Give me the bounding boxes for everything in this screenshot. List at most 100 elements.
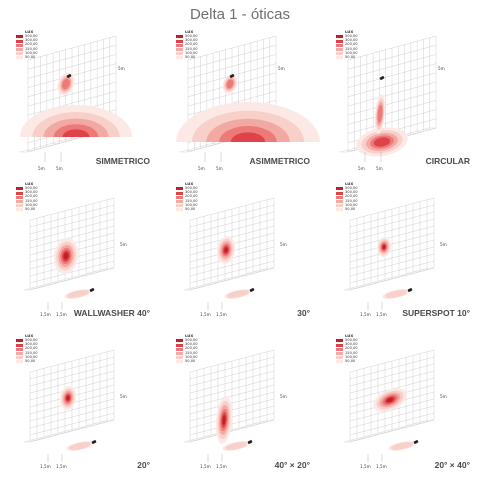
legend-value: 300,00 [345,190,358,195]
legend-entry: 150,00 [16,351,38,355]
legend-entry: 50,00 [176,55,198,60]
optic-label: CIRCULAR [425,156,470,166]
dimension-label: 5m [440,242,447,247]
legend-swatch [336,39,343,43]
dimension-label: 5m [280,242,287,247]
dimension-label: 5m [56,166,63,171]
legend-swatch [16,347,23,351]
legend-entry: 150,00 [176,47,198,51]
fixture-icon [247,440,253,444]
fixture-icon [407,288,413,292]
legend-swatch [16,47,23,51]
legend-value: 500,00 [185,34,198,39]
optic-panel: LUX 500,00 300,00 200,00 150,00 100,00 50,00 5m… [0,176,160,326]
dimension-label: 1,5m [56,312,67,317]
legend-swatch [336,360,343,364]
dimension-label: 1,5m [216,464,227,469]
legend-swatch [176,187,183,191]
optic-diagram [23,197,115,310]
dimension-label: 5m [118,66,125,71]
legend-entry: 200,00 [16,347,38,351]
legend-entry: 100,00 [176,355,198,360]
legend-entry: 500,00 [16,34,38,39]
legend-value: 50,00 [25,207,36,212]
legend-swatch [336,356,343,360]
legend-value: 50,00 [345,359,356,364]
optic-diagram [183,349,275,462]
dimension-label: 5m [216,166,223,171]
legend-value: 100,00 [25,202,38,207]
legend-entry: 100,00 [336,355,358,360]
fixture-icon [249,288,255,292]
optic-diagram [339,35,437,162]
legend-value: 100,00 [345,202,358,207]
optic-diagram [23,349,115,462]
legend-swatch [16,191,23,195]
legend-value: 300,00 [25,38,38,43]
lux-legend: LUX 500,00 300,00 200,00 150,00 100,00 50,00 [336,334,358,364]
legend-swatch [16,339,23,343]
legend-entry: 500,00 [176,34,198,39]
legend-swatch [336,199,343,203]
legend-swatch [176,199,183,203]
optic-diagram [343,349,435,462]
legend-value: 300,00 [25,342,38,347]
legend-entry: 500,00 [16,338,38,343]
legend-swatch [336,47,343,51]
legend-entry: 150,00 [16,199,38,203]
lux-legend: LUX 500,00 300,00 200,00 150,00 100,00 50,00 [176,334,198,364]
legend-swatch [336,187,343,191]
legend-entry: 200,00 [176,347,198,351]
legend-header: LUX [185,29,194,34]
legend-entry: 100,00 [16,202,38,208]
legend-swatch [16,356,23,360]
legend-header: LUX [185,333,194,338]
legend-entry: 500,00 [176,338,198,343]
legend-entry: 50,00 [176,359,198,364]
dimension-label: 5m [376,166,383,171]
dimension-label: 5m [278,66,285,71]
optic-panel: LUX 500,00 300,00 200,00 150,00 100,00 50,00 5m… [320,328,480,478]
legend-swatch [336,347,343,351]
legend-swatch [176,191,183,195]
legend-value: 500,00 [185,338,198,343]
legend-swatch [16,360,23,364]
legend-swatch [176,339,183,343]
legend-entry: 300,00 [176,39,198,43]
legend-entry: 50,00 [336,55,358,60]
optic-panel: LUX 500,00 300,00 200,00 150,00 100,00 50,00 5m… [0,328,160,478]
legend-swatch [176,39,183,43]
optic-panel: LUX 500,00 300,00 200,00 150,00 100,00 50,00 5m… [160,176,320,326]
legend-entry: 50,00 [336,207,358,212]
fixture-icon [91,440,97,444]
dimension-label: 1,5m [40,312,51,317]
dimension-label: 5m [280,394,287,399]
optic-label: SUPERSPOT 10° [402,308,470,318]
legend-value: 200,00 [25,346,38,351]
dimension-label: 5m [198,166,205,171]
legend-value: 200,00 [25,42,38,47]
legend-value: 100,00 [185,202,198,207]
dimension-label: 5m [120,242,127,247]
legend-swatch [176,56,183,60]
legend-header: LUX [345,181,354,186]
legend-value: 50,00 [185,359,196,364]
legend-value: 500,00 [345,186,358,191]
lux-legend: LUX 500,00 300,00 200,00 150,00 100,00 50,00 [16,182,38,212]
dimension-label: 5m [38,166,45,171]
legend-swatch [16,195,23,199]
legend-value: 150,00 [185,46,198,51]
legend-swatch [336,208,343,212]
legend-value: 50,00 [345,207,356,212]
fixture-icon [413,440,419,444]
dimension-label: 1,5m [376,464,387,469]
legend-swatch [16,351,23,355]
page-title: Delta 1 - óticas [189,6,291,23]
legend-value: 300,00 [185,342,198,347]
legend-value: 150,00 [25,350,38,355]
legend-entry: 100,00 [176,202,198,208]
legend-entry: 300,00 [176,343,198,347]
legend-entry: 150,00 [176,199,198,203]
dimension-label: 1,5m [40,464,51,469]
legend-swatch [16,39,23,43]
